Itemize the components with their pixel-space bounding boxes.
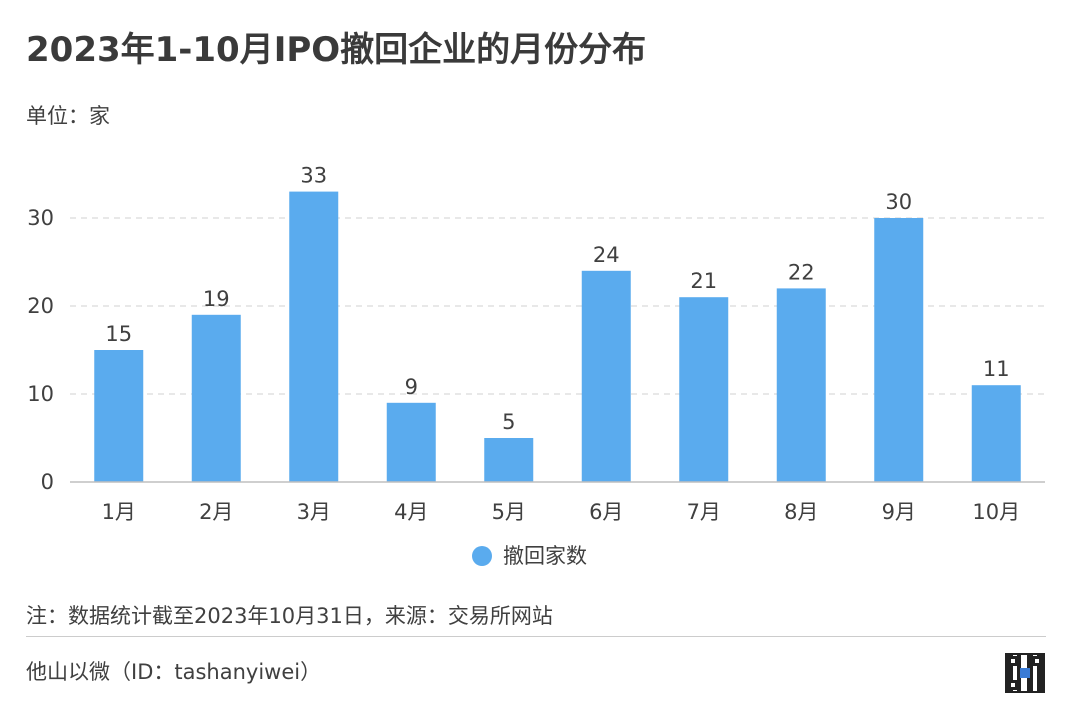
bar — [289, 191, 339, 482]
bar — [386, 402, 436, 482]
bar — [679, 297, 729, 482]
bar — [776, 288, 826, 482]
x-tick-label: 3月 — [297, 500, 331, 524]
bar — [874, 218, 924, 482]
source-credit: 他山以微（ID：tashanyiwei） — [26, 660, 322, 684]
data-label: 33 — [300, 164, 327, 188]
data-labels: 15 19 33 9 5 24 21 22 30 11 — [105, 164, 1009, 434]
data-label: 21 — [690, 269, 717, 293]
x-tick-label: 5月 — [492, 500, 526, 524]
footnote: 注：数据统计截至2023年10月31日，来源：交易所网站 — [26, 604, 553, 628]
x-tick-label: 10月 — [972, 500, 1020, 524]
data-label: 15 — [105, 322, 132, 346]
data-label: 30 — [885, 190, 912, 214]
data-label: 5 — [502, 410, 515, 434]
bars — [94, 191, 1021, 482]
y-tick-label: 10 — [27, 382, 54, 406]
data-label: 24 — [593, 243, 620, 267]
x-tick-label: 1月 — [102, 500, 136, 524]
x-tick-label: 6月 — [589, 500, 623, 524]
qr-code-icon — [1005, 653, 1045, 693]
y-axis-ticks: 0 10 20 30 — [27, 206, 54, 494]
bar — [191, 314, 241, 482]
x-tick-label: 4月 — [394, 500, 428, 524]
grid-lines — [70, 217, 1045, 395]
data-label: 22 — [788, 260, 815, 284]
data-label: 19 — [203, 287, 230, 311]
legend-label: 撤回家数 — [503, 544, 587, 568]
x-tick-label: 8月 — [784, 500, 818, 524]
unit-label: 单位：家 — [26, 104, 110, 128]
bar — [971, 385, 1021, 482]
bar — [484, 438, 534, 482]
bar — [581, 270, 631, 482]
x-axis-ticks: 1月 2月 3月 4月 5月 6月 7月 8月 9月 10月 — [102, 500, 1021, 524]
divider — [26, 636, 1046, 637]
bar-chart: 0 10 20 30 15 19 33 9 5 24 21 22 30 11 1月 2月 3月 4月 5月 6月 7… — [27, 164, 1045, 568]
bar — [94, 350, 144, 482]
legend: 撤回家数 — [472, 544, 587, 568]
data-label: 11 — [983, 357, 1010, 381]
x-tick-label: 2月 — [199, 500, 233, 524]
x-tick-label: 7月 — [687, 500, 721, 524]
x-tick-label: 9月 — [882, 500, 916, 524]
chart-title: 2023年1-10月IPO撤回企业的月份分布 — [26, 30, 647, 70]
data-label: 9 — [405, 375, 418, 399]
legend-marker — [472, 546, 492, 566]
y-tick-label: 30 — [27, 206, 54, 230]
y-tick-label: 20 — [27, 294, 54, 318]
y-tick-label: 0 — [41, 470, 54, 494]
